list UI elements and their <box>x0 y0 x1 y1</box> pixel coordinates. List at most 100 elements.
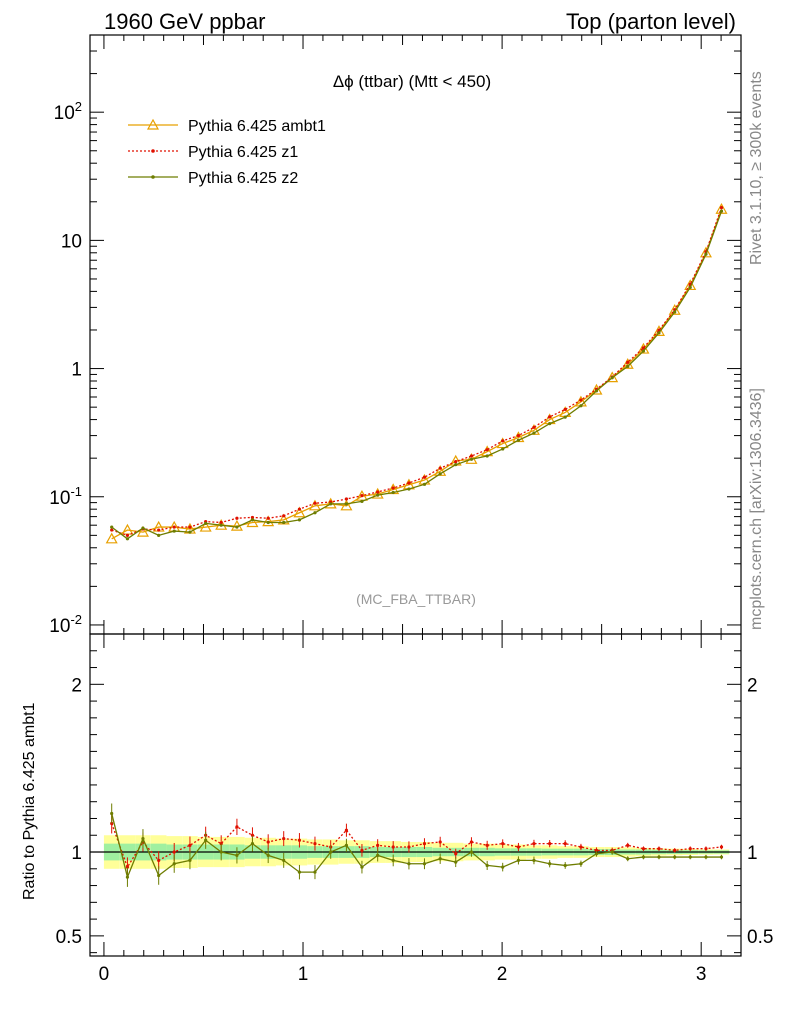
ratio-point-z2 <box>407 862 411 866</box>
data-point-z2 <box>172 529 176 533</box>
data-point-z1 <box>626 360 630 364</box>
main-panel: Δϕ (ttbar) (Mtt < 450) (MC_FBA_TTBAR) 10… <box>49 34 742 637</box>
ratio-point-z1 <box>579 845 583 849</box>
ratio-point-z2 <box>360 865 364 869</box>
ratio-point-z2 <box>204 838 208 842</box>
ratio-point-z2 <box>219 850 223 854</box>
data-point-z1 <box>376 490 380 494</box>
data-point-ambt1 <box>308 499 321 511</box>
ratio-point-z1 <box>266 840 270 844</box>
ratio-point-z1 <box>438 840 442 844</box>
data-point-z2 <box>548 422 552 426</box>
data-point-ambt1 <box>293 506 306 518</box>
data-point-z1 <box>454 460 458 464</box>
ratio-y-tick-label-right: 0.5 <box>747 927 773 948</box>
ratio-point-z1 <box>594 848 599 852</box>
ratio-point-z1 <box>485 843 489 847</box>
data-point-ambt1 <box>668 304 681 315</box>
ratio-point-z2 <box>125 875 130 879</box>
series-line-z1 <box>111 207 723 537</box>
ratio-point-z1 <box>673 848 677 852</box>
data-point-z1 <box>641 346 646 350</box>
x-tick-label: 1 <box>298 964 309 985</box>
data-point-z2 <box>688 285 692 289</box>
ratio-point-z2 <box>485 863 489 868</box>
series-line-z2 <box>111 210 723 540</box>
ratio-y-tick-label: 0.5 <box>56 927 82 948</box>
process-label: Top (parton level) <box>566 9 736 34</box>
data-point-z2 <box>188 530 192 534</box>
ratio-point-z1 <box>172 850 176 854</box>
ratio-point-z1 <box>641 847 646 851</box>
data-point-z2 <box>110 525 114 529</box>
ratio-point-z2 <box>610 850 614 854</box>
y-tick-label: 1 <box>71 360 82 381</box>
ratio-point-z1 <box>235 825 239 829</box>
data-point-z1 <box>485 448 489 452</box>
data-point-z2 <box>141 526 145 530</box>
ratio-point-z2 <box>548 862 552 866</box>
ratio-point-z1 <box>313 842 317 846</box>
y-tick-label: 10-2 <box>49 612 82 637</box>
legend-marker-z1 <box>151 149 155 153</box>
y-tick-label: 10 <box>61 231 82 252</box>
y-tick-label: 102 <box>54 99 82 124</box>
ratio-point-z2 <box>438 857 442 861</box>
legend-marker-z2 <box>151 175 155 179</box>
data-point-z1 <box>235 516 239 520</box>
data-point-z1 <box>501 439 505 443</box>
data-point-ambt1 <box>715 202 728 214</box>
data-point-z2 <box>235 525 239 529</box>
data-point-z1 <box>219 520 223 525</box>
ratio-point-z2 <box>626 857 630 861</box>
data-point-z2 <box>657 331 661 335</box>
data-point-z2 <box>594 389 599 393</box>
ratio-point-z2 <box>188 858 192 863</box>
data-point-z1 <box>563 407 567 412</box>
data-point-z2 <box>391 490 395 495</box>
data-point-z1 <box>438 466 442 470</box>
data-point-z1 <box>532 425 536 429</box>
data-point-z2 <box>454 463 458 467</box>
data-point-ambt1 <box>652 325 665 336</box>
ratio-point-z2 <box>110 811 114 816</box>
ratio-y-tick-label-right: 1 <box>747 843 758 864</box>
ratio-point-z2 <box>344 843 349 847</box>
ratio-point-z1 <box>110 821 114 826</box>
ratio-point-z2 <box>688 855 692 859</box>
data-point-z1 <box>313 501 317 505</box>
ratio-point-z2 <box>501 865 505 869</box>
ratio-point-z1 <box>626 843 630 847</box>
ratio-point-z1 <box>219 842 223 846</box>
data-point-z2 <box>532 431 536 435</box>
ratio-point-z2 <box>172 862 176 866</box>
series-line-ambt1 <box>111 208 723 540</box>
data-point-ambt1 <box>199 520 212 532</box>
data-point-z2 <box>501 447 505 451</box>
data-point-z2 <box>469 457 474 461</box>
ratio-point-z2 <box>641 855 646 859</box>
mcplots-label: mcplots.cern.ch [arXiv:1306.3436] <box>748 388 765 630</box>
data-point-z1 <box>188 525 192 529</box>
ratio-point-z2 <box>673 855 677 859</box>
ratio-point-z1 <box>188 843 192 847</box>
ratio-point-z2 <box>141 837 145 841</box>
ratio-point-z1 <box>657 847 661 851</box>
ratio-point-z2 <box>422 862 427 866</box>
ratio-panel: 0.5 0.5 1 1 2 2 0 1 2 3 Ratio to Pythia 6.425 amb… <box>21 633 773 985</box>
data-point-z1 <box>172 525 176 529</box>
ratio-point-z1 <box>407 845 411 849</box>
ratio-point-z2 <box>297 870 302 874</box>
ratio-point-z1 <box>125 865 130 869</box>
legend-label-z2: Pythia 6.425 z2 <box>188 170 298 187</box>
ratio-point-z1 <box>282 837 286 841</box>
data-point-z2 <box>360 499 364 504</box>
ratio-point-z2 <box>235 853 239 857</box>
ratio-point-z2 <box>313 870 317 874</box>
legend-marker-ambt1 <box>146 118 160 130</box>
ratio-point-z1 <box>391 845 395 849</box>
ratio-point-z1 <box>469 840 474 844</box>
data-point-z1 <box>516 433 521 438</box>
data-point-z2 <box>250 518 255 522</box>
data-point-z2 <box>125 537 130 541</box>
